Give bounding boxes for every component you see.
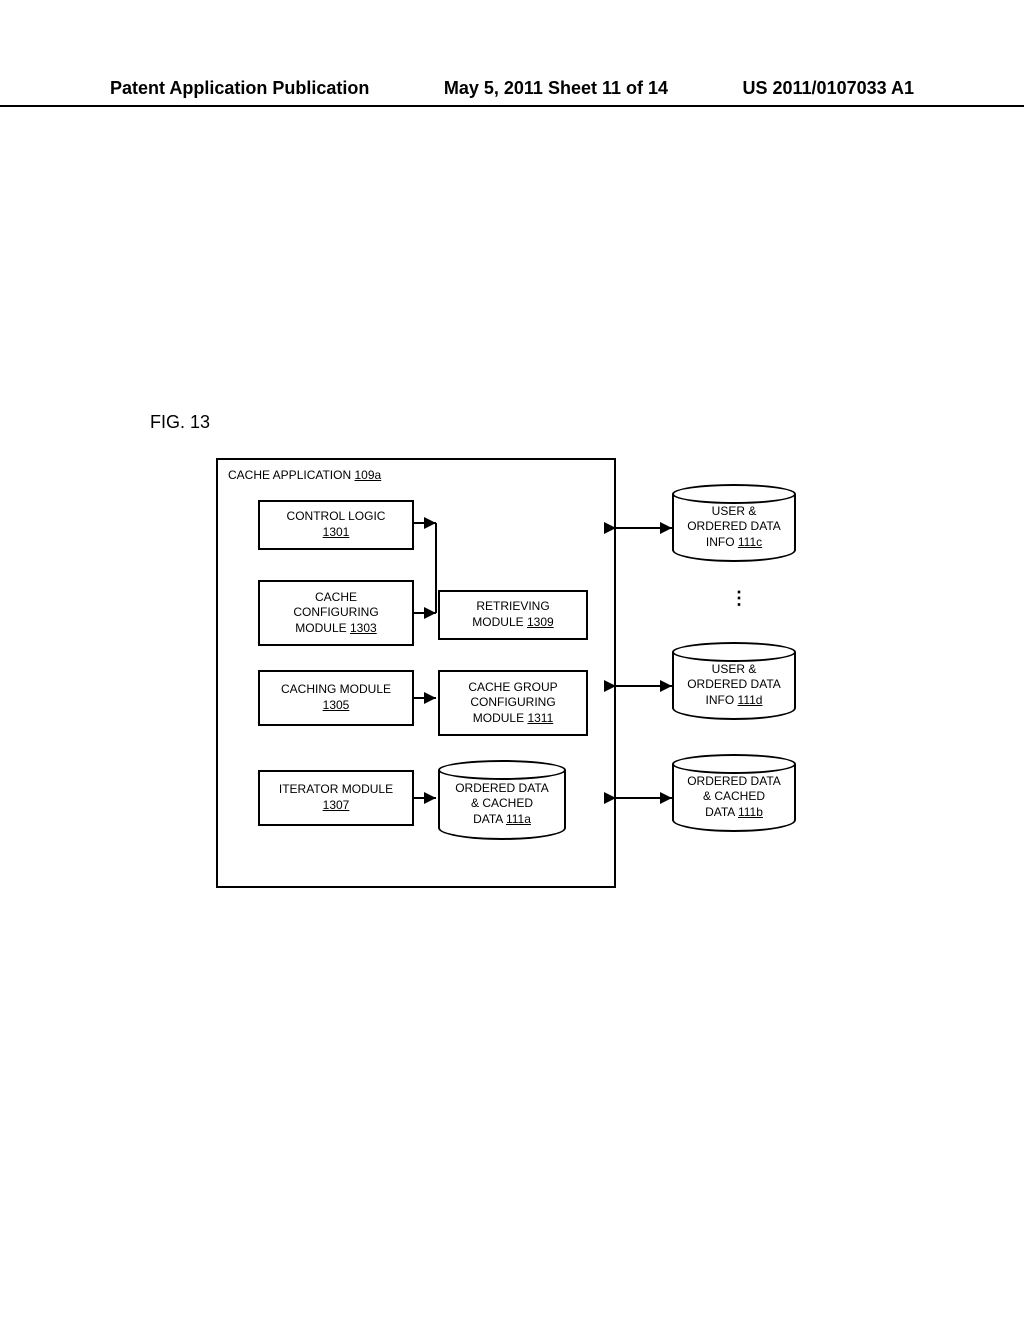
cache-configuring-line2: CONFIGURING (293, 605, 378, 621)
ordered-data-cylinder-inner: ORDERED DATA & CACHED DATA 111a (438, 770, 566, 840)
caching-module: CACHING MODULE 1305 (258, 670, 414, 726)
control-logic-module: CONTROL LOGIC 1301 (258, 500, 414, 550)
user-c-line2: ORDERED DATA (687, 519, 781, 535)
user-data-cylinder-d: USER & ORDERED DATA INFO 111d (672, 652, 796, 720)
control-logic-label: CONTROL LOGIC (287, 509, 386, 525)
user-d-line3: INFO 111d (706, 693, 763, 709)
cache-group-line2: CONFIGURING (470, 695, 555, 711)
user-data-cylinder-c: USER & ORDERED DATA INFO 111c (672, 494, 796, 562)
header-left: Patent Application Publication (110, 78, 369, 99)
cache-configuring-module: CACHE CONFIGURING MODULE 1303 (258, 580, 414, 646)
header-right: US 2011/0107033 A1 (743, 78, 914, 99)
inner-cyl-prefix: DATA (473, 812, 506, 826)
ordered-b-ref: 111b (738, 805, 763, 819)
retrieving-line1: RETRIEVING (476, 599, 549, 615)
retrieving-line2: MODULE 1309 (472, 615, 553, 631)
user-c-ref: 111c (738, 535, 762, 549)
user-d-line2: ORDERED DATA (687, 677, 781, 693)
ordered-b-prefix: DATA (705, 805, 738, 819)
user-c-line3: INFO 111c (706, 535, 762, 551)
iterator-ref: 1307 (323, 798, 350, 814)
caching-label: CACHING MODULE (281, 682, 391, 698)
cache-application-title-text: CACHE APPLICATION (228, 468, 354, 482)
ordered-b-line3: DATA 111b (705, 805, 763, 821)
user-d-ref: 111d (738, 693, 763, 707)
user-d-prefix: INFO (706, 693, 738, 707)
cache-group-ref: 1311 (527, 711, 553, 725)
control-logic-ref: 1301 (323, 525, 350, 541)
cache-application-box: CACHE APPLICATION 109a CONTROL LOGIC 130… (216, 458, 616, 888)
cache-configuring-line3: MODULE 1303 (295, 621, 376, 637)
user-d-line1: USER & (712, 662, 757, 678)
user-c-line1: USER & (712, 504, 757, 520)
cache-group-prefix: MODULE (473, 711, 528, 725)
ordered-b-line1: ORDERED DATA (687, 774, 781, 790)
cache-group-module: CACHE GROUP CONFIGURING MODULE 1311 (438, 670, 588, 736)
retrieving-prefix: MODULE (472, 615, 527, 629)
ordered-b-line2: & CACHED (703, 789, 765, 805)
page: Patent Application Publication May 5, 20… (0, 0, 1024, 1320)
retrieving-module: RETRIEVING MODULE 1309 (438, 590, 588, 640)
cache-group-line3: MODULE 1311 (473, 711, 554, 727)
retrieving-ref: 1309 (527, 615, 554, 629)
caching-ref: 1305 (323, 698, 350, 714)
cache-configuring-line1: CACHE (315, 590, 357, 606)
cache-application-title: CACHE APPLICATION 109a (228, 468, 381, 482)
cache-group-line1: CACHE GROUP (468, 680, 557, 696)
header-center: May 5, 2011 Sheet 11 of 14 (444, 78, 668, 99)
figure-label: FIG. 13 (150, 412, 210, 433)
inner-cyl-line1: ORDERED DATA (455, 781, 549, 797)
inner-cyl-line2: & CACHED (471, 796, 533, 812)
cache-configuring-ref: 1303 (350, 621, 377, 635)
vertical-dots-icon: ⋮ (730, 588, 748, 609)
page-header: Patent Application Publication May 5, 20… (0, 78, 1024, 107)
cache-configuring-prefix: MODULE (295, 621, 350, 635)
ordered-data-cylinder-b: ORDERED DATA & CACHED DATA 111b (672, 764, 796, 832)
iterator-label: ITERATOR MODULE (279, 782, 393, 798)
diagram: CACHE APPLICATION 109a CONTROL LOGIC 130… (216, 458, 866, 888)
cache-application-ref: 109a (354, 468, 381, 482)
inner-cyl-ref: 111a (506, 812, 531, 826)
iterator-module: ITERATOR MODULE 1307 (258, 770, 414, 826)
inner-cyl-line3: DATA 111a (473, 812, 531, 828)
user-c-prefix: INFO (706, 535, 738, 549)
